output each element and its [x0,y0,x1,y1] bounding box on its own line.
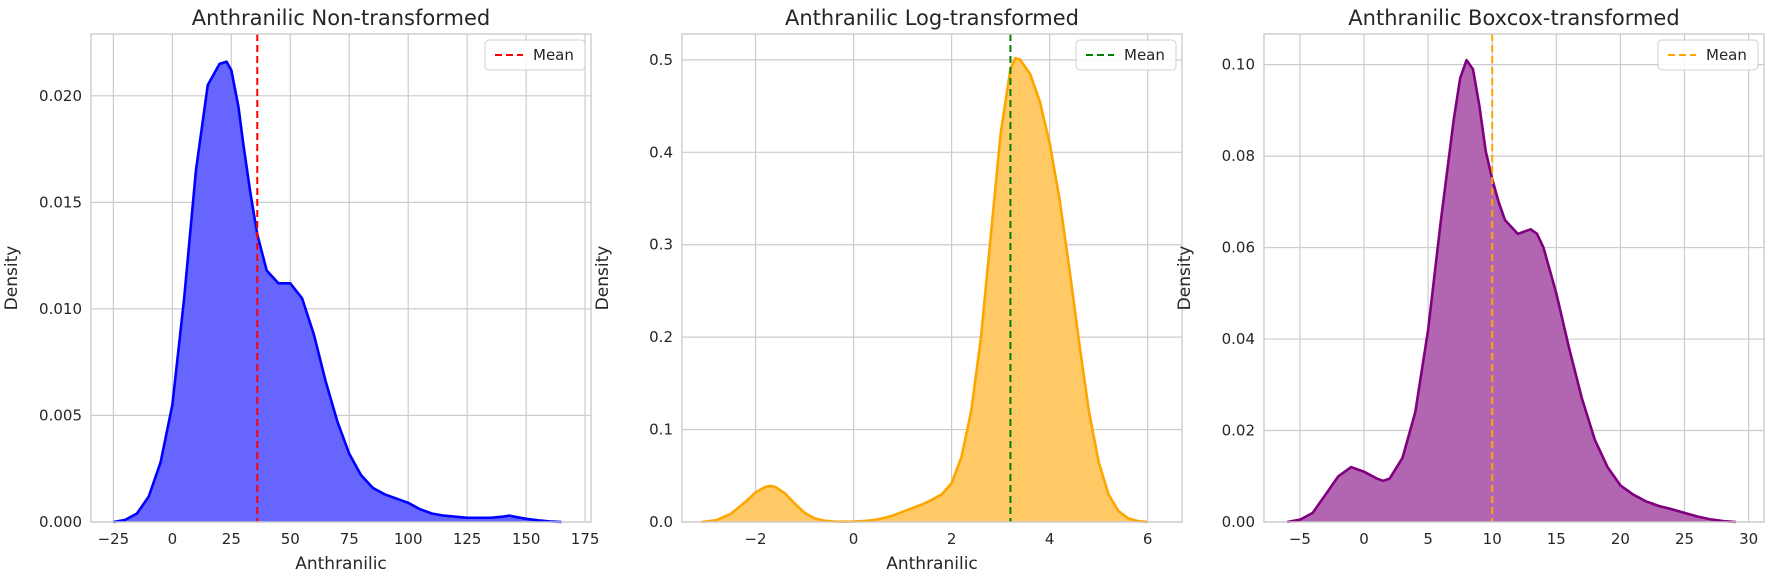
y-tick-label: 0.000 [39,513,82,531]
y-axis-label: Density [2,246,22,311]
legend-box [1657,39,1759,71]
x-tick-label: 0 [1359,530,1369,548]
chart-title: Anthranilic Log-transformed [785,6,1079,30]
y-tick-label: 0.06 [1222,239,1255,257]
density-area [1287,60,1736,522]
x-tick-label: 15 [1547,530,1566,548]
chart-panel-non-transformed: −25 0 25 50 75 100 125 150 175 0.000 0.005 0.010 0.0… [2,6,599,574]
legend-box [1075,39,1177,71]
x-tick-label: 5 [1423,530,1433,548]
x-tick-label: 100 [394,530,423,548]
density-line [113,60,562,524]
y-tick-label: 0.04 [1222,330,1255,348]
legend: Mean [1657,39,1759,71]
x-tick-label: 25 [222,530,241,548]
legend-label: Mean [1706,46,1747,64]
y-axis-label: Density [593,246,613,311]
x-tick-label: −25 [98,530,130,548]
y-tick-label: 0.02 [1222,422,1255,440]
y-tick-label: 0.015 [39,193,82,211]
x-axis-label: Anthranilic [886,554,978,574]
chart-panel-log-transformed: −2 0 2 4 6 0.0 0.1 0.2 0.3 0.4 0.5 Anthranilic Log-… [593,6,1183,574]
x-tick-label: 30 [1739,530,1758,548]
x-tick-label: 6 [1143,530,1153,548]
y-tick-label: 0.10 [1222,56,1255,74]
x-tick-label: 2 [947,530,957,548]
y-tick-label: 0.5 [649,51,673,69]
y-tick-label: 0.00 [1222,513,1255,531]
chart-title: Anthranilic Non-transformed [192,6,490,30]
plot-frame [1263,33,1765,523]
x-tick-label: 10 [1483,530,1502,548]
x-tick-label: 0 [168,530,178,548]
gridlines [682,34,1182,523]
y-tick-label: 0.1 [649,421,673,439]
legend-label: Mean [533,46,574,64]
x-tick-label: 50 [281,530,300,548]
x-tick-label: 150 [512,530,541,548]
x-tick-label: 125 [453,530,482,548]
y-tick-label: 0.020 [39,87,82,105]
density-area [701,58,1148,522]
x-tick-label: −5 [1289,530,1311,548]
y-tick-label: 0.3 [649,236,673,254]
y-tick-label: 0.0 [649,513,673,531]
density-area [113,61,562,522]
density-line [1286,58,1736,524]
y-tick-label: 0.010 [39,300,82,318]
y-tick-label: 0.2 [649,328,673,346]
y-tick-label: 0.08 [1222,147,1255,165]
chart-panel-boxcox-transformed: −5 0 5 10 15 20 25 30 0.00 0.02 0.04 0.06 0.08 0.10 An… [1175,6,1765,548]
x-tick-label: 175 [571,530,600,548]
x-tick-label: 4 [1045,530,1055,548]
legend: Mean [1075,39,1177,71]
y-tick-label: 0.005 [39,406,82,424]
y-tick-label: 0.4 [649,143,673,161]
x-axis-label: Anthranilic [295,554,387,574]
x-tick-label: 75 [340,530,359,548]
plot-frame [90,33,592,523]
plot-frame [681,33,1183,523]
legend: Mean [484,39,586,71]
x-tick-label: 20 [1611,530,1630,548]
legend-label: Mean [1124,46,1165,64]
y-axis-label: Density [1175,246,1195,311]
x-tick-label: 0 [849,530,859,548]
x-tick-label: 25 [1675,530,1694,548]
chart-title: Anthranilic Boxcox-transformed [1348,6,1679,30]
legend-box [484,39,586,71]
density-line [701,56,1148,524]
x-tick-label: −2 [744,530,766,548]
